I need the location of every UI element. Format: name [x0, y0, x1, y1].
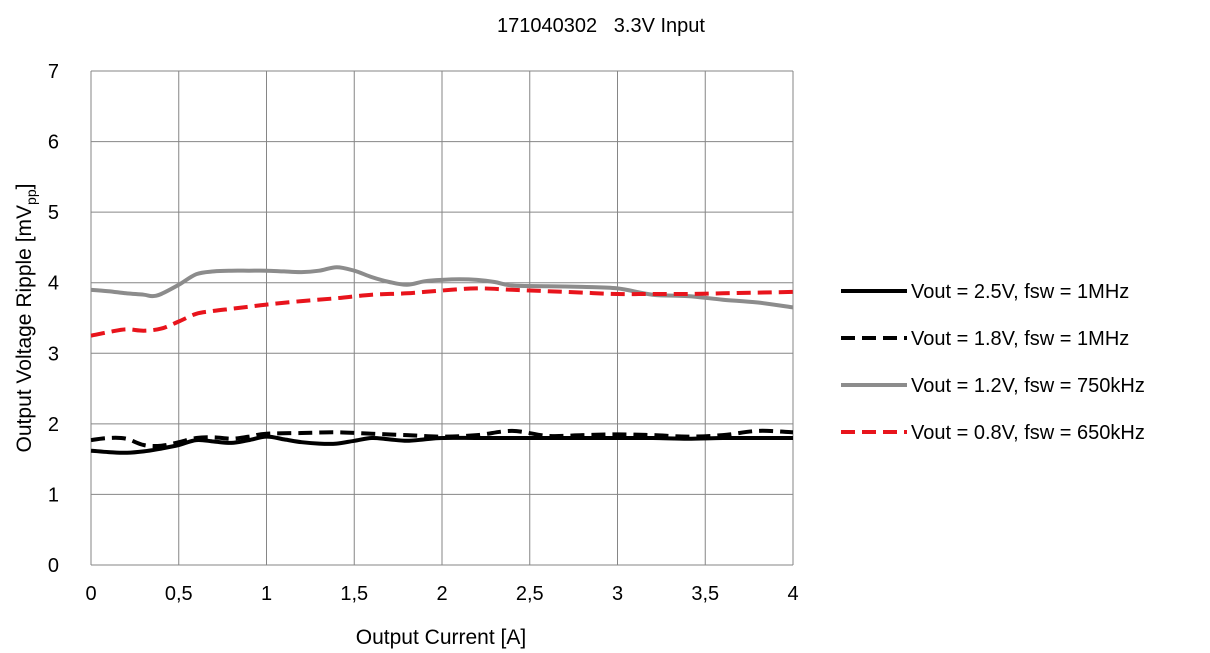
x-tick-label: 3: [612, 583, 623, 605]
y-axis-label-suffix: ]: [13, 184, 36, 190]
x-tick-label: 2: [436, 583, 447, 605]
y-axis-label-prefix: Output Voltage Ripple [mV: [13, 205, 36, 452]
y-tick-label: 4: [48, 273, 59, 295]
y-tick-label: 2: [48, 414, 59, 436]
grid: [90, 70, 794, 566]
y-tick-label: 3: [48, 343, 59, 365]
legend-label: Vout = 0.8V, fsw = 650kHz: [911, 422, 1145, 444]
series-line-2: [90, 428, 794, 449]
x-tick-label: 1: [261, 583, 272, 605]
legend: Vout = 2.5V, fsw = 1MHz Vout = 1.8V, fsw …: [841, 281, 1145, 444]
x-tick-labels: 0 0,5 1 1,5 2 2,5 3 3,5 4: [85, 583, 798, 605]
x-tick-label: 3,5: [691, 583, 719, 605]
y-tick-label: 7: [48, 61, 59, 83]
x-tick-label: 4: [787, 583, 798, 605]
x-tick-label: 0: [85, 583, 96, 605]
x-tick-label: 2,5: [516, 583, 544, 605]
series-lines: [90, 265, 794, 455]
y-tick-label: 6: [48, 132, 59, 154]
y-tick-label: 0: [48, 555, 59, 577]
legend-label: Vout = 1.8V, fsw = 1MHz: [911, 328, 1129, 350]
x-axis-label: Output Current [A]: [356, 626, 526, 649]
y-tick-labels: 0 1 2 3 4 5 6 7: [48, 61, 59, 577]
legend-label: Vout = 1.2V, fsw = 750kHz: [911, 375, 1145, 397]
series-line-4: [90, 286, 794, 338]
chart-title: 171040302 3.3V Input: [497, 15, 705, 37]
legend-label: Vout = 2.5V, fsw = 1MHz: [911, 281, 1129, 303]
series-line-1: [90, 434, 793, 455]
y-axis-label: Output Voltage Ripple [mVpp]: [13, 184, 39, 453]
y-tick-label: 1: [48, 484, 59, 506]
x-tick-label: 1,5: [340, 583, 368, 605]
x-tick-label: 0,5: [165, 583, 193, 605]
y-tick-label: 5: [48, 202, 59, 224]
y-axis-label-subscript: pp: [23, 189, 39, 205]
series-line-3: [90, 265, 794, 310]
